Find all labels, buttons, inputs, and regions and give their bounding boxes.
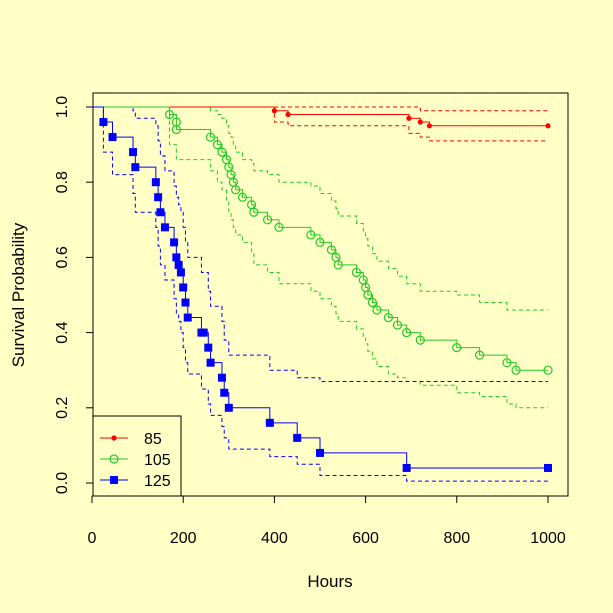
series-105-upper-ci xyxy=(92,106,548,311)
series-105-point xyxy=(326,245,336,255)
series-125-point xyxy=(224,403,233,412)
series-125-point xyxy=(220,388,229,397)
series-105-point xyxy=(249,207,259,217)
series-105-point xyxy=(367,297,378,308)
series-125-point xyxy=(316,448,324,457)
series-105-point xyxy=(164,109,175,120)
series-85-point xyxy=(426,123,433,129)
y-axis-label: Survival Probability xyxy=(9,222,28,367)
legend-marker-105 xyxy=(109,454,119,464)
series-85-point xyxy=(406,115,412,121)
series-105-point xyxy=(392,320,403,330)
series-125-upper-ci xyxy=(92,106,548,382)
series-105-point xyxy=(351,267,362,278)
y-tick-label: 0.8 xyxy=(54,171,71,193)
series-105-point xyxy=(383,312,393,323)
series-105-point xyxy=(511,365,521,375)
plot-frame xyxy=(92,92,569,497)
series-85-point xyxy=(545,123,551,129)
series-125-point xyxy=(154,193,163,202)
x-tick-label: 400 xyxy=(261,530,288,547)
confidence-bands xyxy=(92,106,548,482)
x-tick-label: 200 xyxy=(170,530,197,547)
series-105-point xyxy=(543,365,553,375)
y-tick-label: 0.4 xyxy=(54,321,71,343)
series-125-point xyxy=(206,358,215,367)
y-axis: 0.0 0.2 0.4 0.6 0.8 1.0 xyxy=(54,96,94,494)
series-85-curve xyxy=(92,106,548,127)
series-105-point xyxy=(372,305,382,315)
series-105-point xyxy=(212,140,222,150)
series-125-point xyxy=(99,118,108,127)
series-125-point xyxy=(131,163,140,172)
survival-curves xyxy=(92,106,553,472)
legend-marker-125 xyxy=(110,476,118,484)
series-125-point xyxy=(172,253,181,262)
series-125-point xyxy=(217,373,226,382)
series-125-point xyxy=(204,343,213,352)
x-tick-label: 0 xyxy=(88,530,97,547)
series-125-point xyxy=(151,178,160,187)
series-105-point xyxy=(333,260,343,270)
series-105-curve xyxy=(92,106,548,371)
series-105-point xyxy=(363,290,373,300)
series-85-upper-ci xyxy=(92,106,548,112)
series-125-point xyxy=(179,283,188,292)
series-125-point xyxy=(160,223,169,232)
legend: 85 105 125 xyxy=(92,415,182,497)
series-105-point xyxy=(205,132,216,142)
series-125-lower-ci xyxy=(92,106,548,482)
series-105-point xyxy=(274,222,284,232)
series-125-point xyxy=(183,313,192,322)
x-tick-label: 1000 xyxy=(530,530,566,547)
legend-box xyxy=(92,415,182,497)
series-125-point xyxy=(544,463,552,472)
x-tick-label: 600 xyxy=(352,530,379,547)
series-105-point xyxy=(502,358,512,368)
y-tick-label: 0.0 xyxy=(54,472,71,494)
series-105-point xyxy=(217,147,227,157)
series-85-point xyxy=(271,108,277,114)
y-tick-label: 1.0 xyxy=(54,96,71,118)
legend-label-125: 125 xyxy=(144,473,171,490)
series-125-point xyxy=(402,463,411,472)
series-125-point xyxy=(293,433,302,442)
series-105-point xyxy=(171,124,181,135)
series-125-point xyxy=(129,148,138,157)
x-axis-label: Hours xyxy=(307,572,352,591)
series-105-point xyxy=(315,237,325,247)
series-85-point xyxy=(285,111,291,118)
series-125-point xyxy=(156,208,165,217)
series-105-point xyxy=(237,192,248,202)
series-125-point xyxy=(265,418,274,427)
series-105-point xyxy=(475,350,485,360)
series-105-point xyxy=(402,328,412,338)
series-105-point xyxy=(415,335,425,345)
series-105-point xyxy=(231,185,241,195)
series-85-lower-ci xyxy=(92,106,548,142)
series-105-point xyxy=(452,343,462,353)
y-tick-label: 0.2 xyxy=(54,397,71,419)
series-125-point xyxy=(181,298,190,307)
legend-label-85: 85 xyxy=(144,431,162,448)
series-85-point xyxy=(417,119,423,125)
series-125-point xyxy=(199,328,208,337)
x-tick-label: 800 xyxy=(443,530,470,547)
series-125-point xyxy=(176,268,185,277)
series-125-curve xyxy=(92,106,548,469)
legend-marker-85 xyxy=(111,435,117,441)
series-125-point xyxy=(174,260,183,269)
y-tick-label: 0.6 xyxy=(54,246,71,268)
x-axis: 0 200 400 600 800 1000 xyxy=(88,495,566,547)
series-125-point xyxy=(170,238,179,247)
legend-label-105: 105 xyxy=(144,452,171,469)
series-125-point xyxy=(108,133,117,142)
series-105-point xyxy=(262,215,273,225)
series-105-point xyxy=(306,230,316,240)
